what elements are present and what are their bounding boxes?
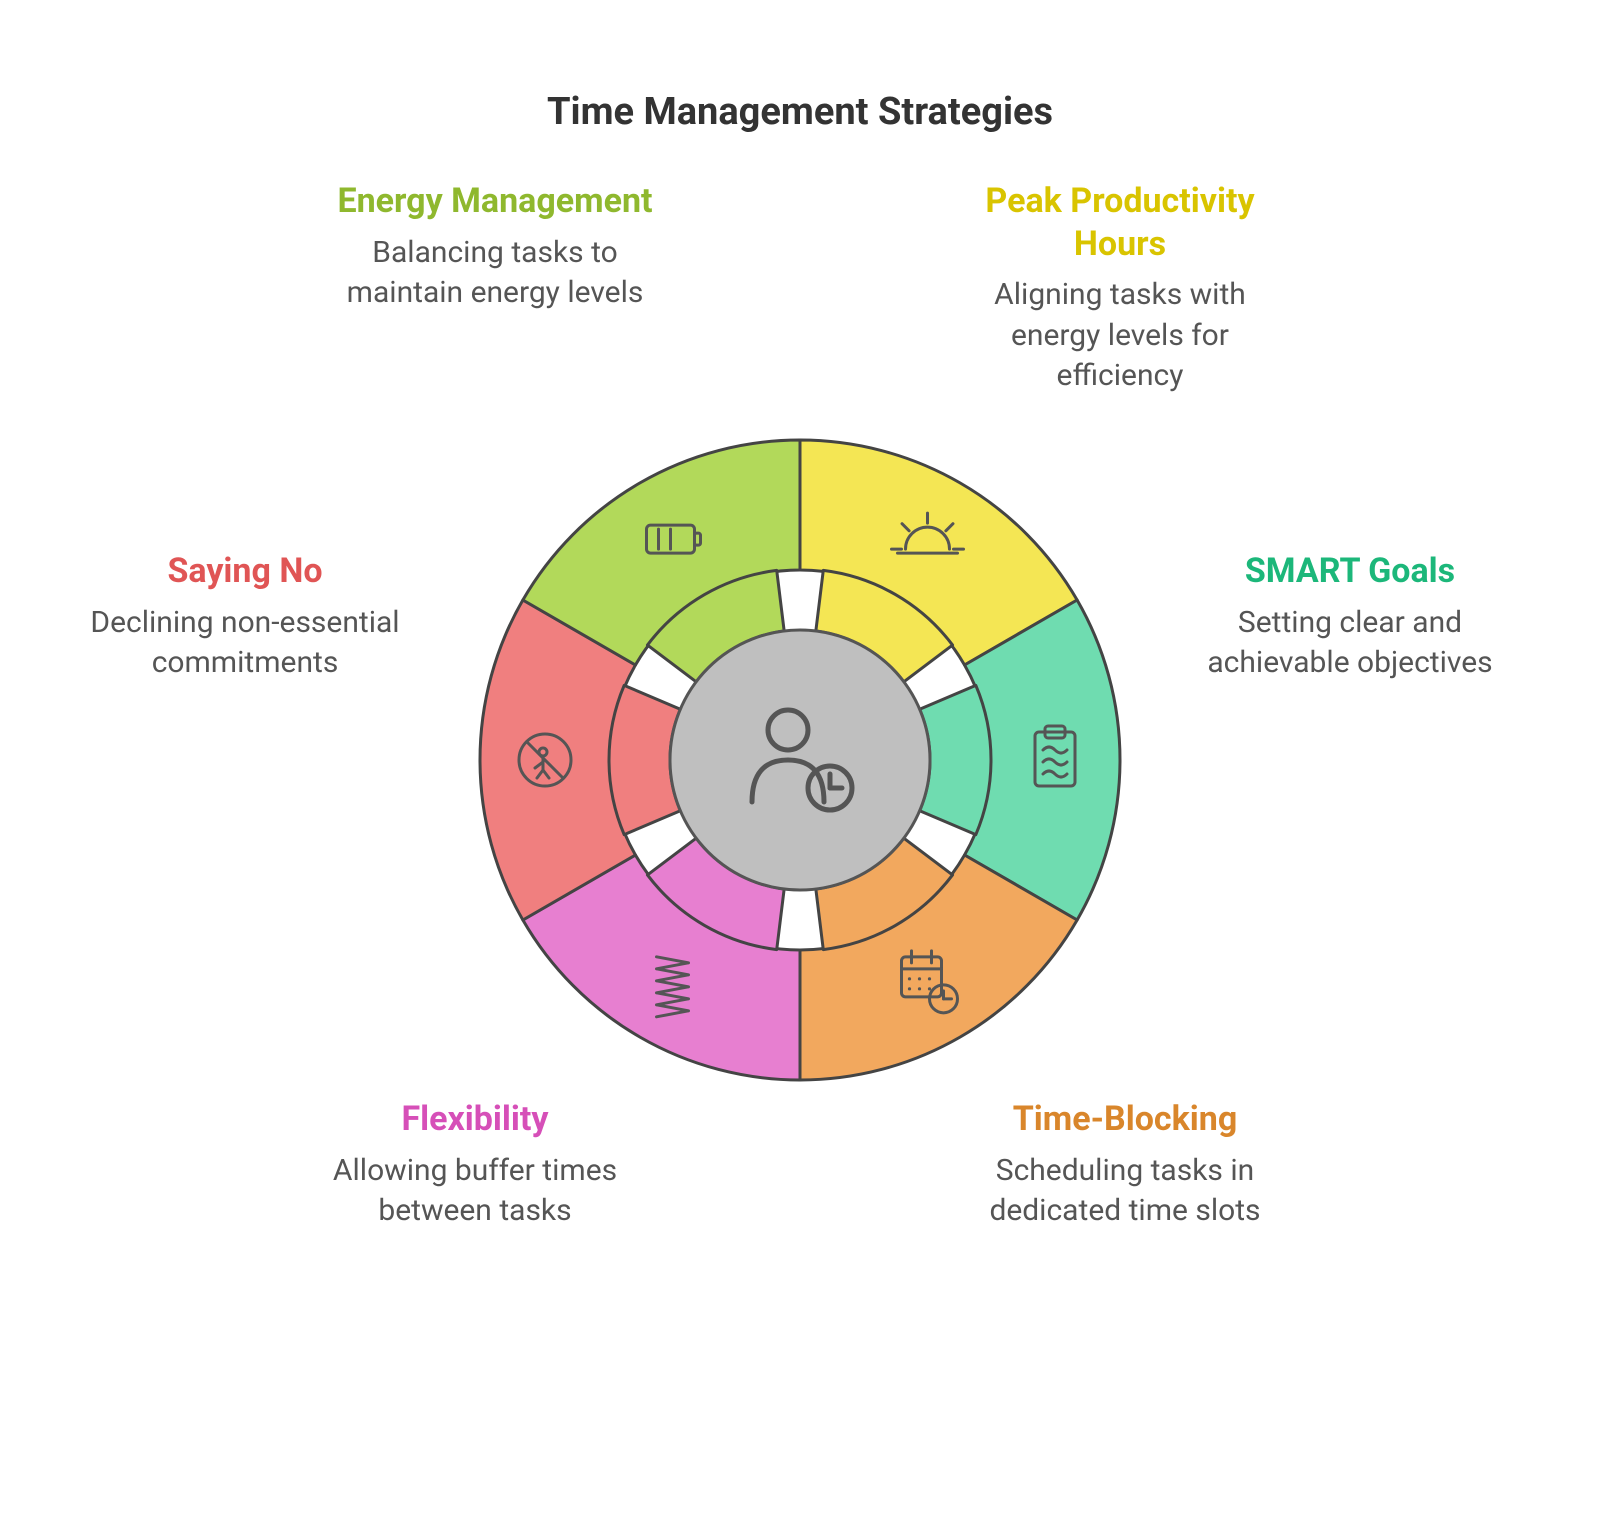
label-heading: SMART Goals [1185, 550, 1515, 593]
label-desc: Scheduling tasks in dedicated time slots [960, 1151, 1290, 1232]
label-heading: Peak Productivity Hours [955, 180, 1285, 265]
label-heading: Time-Blocking [960, 1098, 1290, 1141]
label-desc: Aligning tasks with energy levels for ef… [955, 275, 1285, 397]
page-title: Time Management Strategies [547, 90, 1053, 134]
label-desc: Declining non-essential commitments [80, 603, 410, 684]
label-sayno: Saying No Declining non-essential commit… [80, 550, 410, 684]
label-heading: Saying No [80, 550, 410, 593]
label-desc: Allowing buffer times between tasks [310, 1151, 640, 1232]
label-timeblock: Time-Blocking Scheduling tasks in dedica… [960, 1098, 1290, 1232]
label-desc: Setting clear and achievable objectives [1185, 603, 1515, 684]
wheel-svg [450, 410, 1150, 1110]
label-heading: Energy Management [330, 180, 660, 223]
label-desc: Balancing tasks to maintain energy level… [330, 233, 660, 314]
wheel-diagram: Peak Productivity Hours Aligning tasks w… [100, 180, 1500, 1480]
label-peak: Peak Productivity Hours Aligning tasks w… [955, 180, 1285, 397]
label-flex: Flexibility Allowing buffer times betwee… [310, 1098, 640, 1232]
label-smart: SMART Goals Setting clear and achievable… [1185, 550, 1515, 684]
label-heading: Flexibility [310, 1098, 640, 1141]
label-energy: Energy Management Balancing tasks to mai… [330, 180, 660, 314]
